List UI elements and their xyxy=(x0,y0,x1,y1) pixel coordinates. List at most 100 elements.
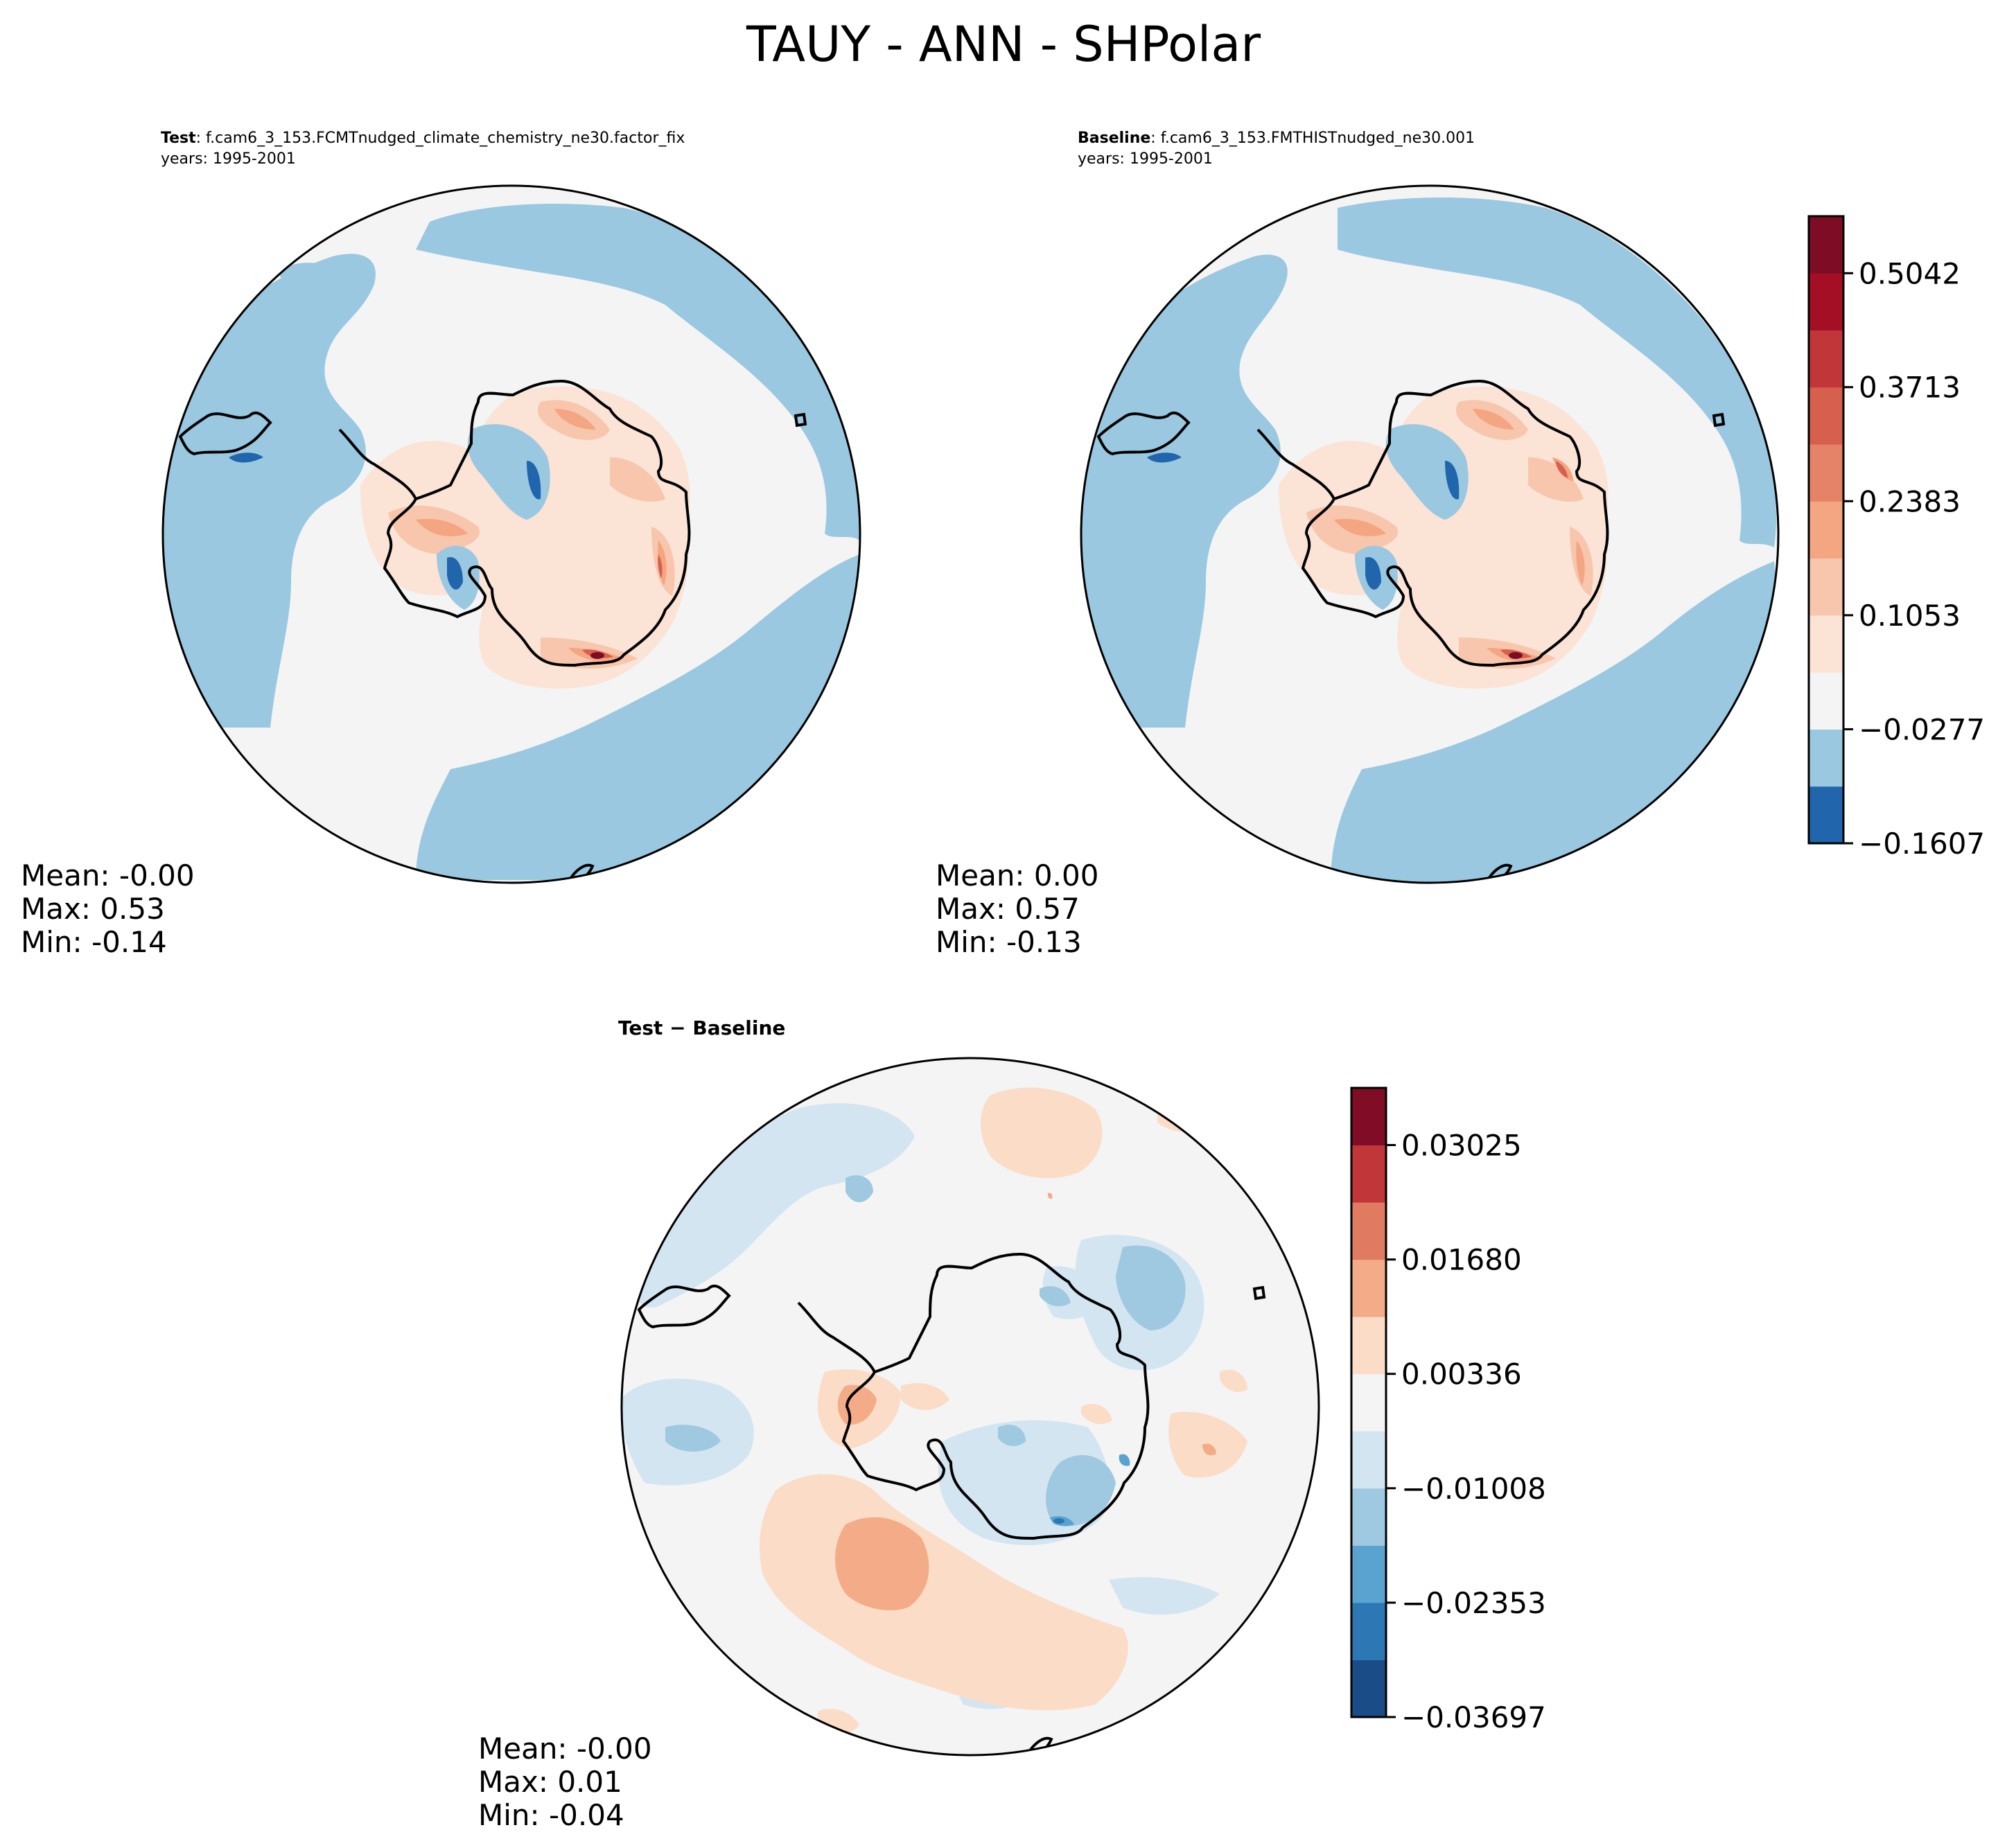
test-coastline-south-america xyxy=(178,411,272,456)
diff-blue-cell-1 xyxy=(1116,1245,1186,1330)
baseline-panel-title: Baseline: f.cam6_3_153.FMTHISTnudged_ne3… xyxy=(1078,130,1475,147)
test-years: years: 1995-2001 xyxy=(161,150,296,168)
diff-panel: Test − Baseline xyxy=(478,1017,1320,1832)
colorbar-main-tick-label: −0.0277 xyxy=(1859,712,1985,746)
colorbar-main-tick-label: 0.2383 xyxy=(1859,484,1961,518)
colorbar-main-swatch xyxy=(1809,444,1843,502)
baseline-stats-mean: Mean: 0.00 xyxy=(936,859,1098,892)
colorbar-main-swatch xyxy=(1809,216,1843,274)
colorbar-diff-swatch xyxy=(1351,1373,1386,1432)
colorbar-main-swatch xyxy=(1809,615,1843,673)
colorbar-main-swatch xyxy=(1809,387,1843,445)
test-map-border xyxy=(161,184,861,884)
diff-panel-title: Test − Baseline xyxy=(618,1017,785,1039)
test-blue-min-5 xyxy=(229,452,263,463)
test-blue-region-east xyxy=(416,204,860,540)
colorbar-diff-swatch xyxy=(1351,1602,1386,1660)
diff-coastline-south-america xyxy=(637,1284,731,1329)
diff-orange-core-3 xyxy=(1202,1443,1216,1456)
diff-map xyxy=(622,1058,1319,1755)
baseline-stats-min: Min: -0.13 xyxy=(936,925,1082,959)
baseline-red-region-1 xyxy=(1279,386,1609,689)
figure-title: TAUY - ANN - SHPolar xyxy=(746,16,1261,73)
baseline-label-bold: Baseline xyxy=(1078,130,1150,147)
diff-stats-mean: Mean: -0.00 xyxy=(478,1732,652,1766)
colorbar-diff-tick-label: −0.03697 xyxy=(1401,1700,1546,1734)
colorbar-main: 0.5042 0.3713 0.2383 0.1053 −0.0277 −0.1607 xyxy=(1807,215,1985,861)
colorbar-diff-tick-label: 0.03025 xyxy=(1401,1129,1522,1163)
test-panel: Test: f.cam6_3_153.FCMTnudged_climate_ch… xyxy=(21,130,861,959)
colorbar-main-tick-label: −0.1607 xyxy=(1859,827,1985,861)
test-blue-min-3 xyxy=(527,461,541,500)
colorbar-diff-swatch xyxy=(1351,1431,1386,1489)
colorbar-main-swatch xyxy=(1809,558,1843,616)
test-label-rest: : f.cam6_3_153.FCMTnudged_climate_chemis… xyxy=(196,130,685,147)
colorbar-main-tick-label: 0.3713 xyxy=(1859,371,1961,405)
test-stats-max: Max: 0.53 xyxy=(21,892,165,926)
baseline-red-peak xyxy=(1509,652,1523,659)
diff-blue-patch-1 xyxy=(624,1103,915,1308)
diff-blue-cell-6 xyxy=(1040,1286,1071,1307)
colorbar-diff-swatch xyxy=(1351,1660,1386,1718)
colorbar-diff-frame xyxy=(1350,1086,1387,1718)
baseline-coastline-island xyxy=(1712,412,1726,428)
colorbar-diff-tick-label: 0.00336 xyxy=(1401,1357,1522,1391)
baseline-blue-min-3 xyxy=(1445,461,1460,500)
colorbar-main-frame xyxy=(1807,215,1845,845)
baseline-map-border xyxy=(1080,184,1780,884)
diff-blue-cell-2 xyxy=(1046,1455,1116,1526)
diff-stats-min: Min: -0.04 xyxy=(478,1798,624,1832)
colorbar-diff: 0.03025 0.01680 0.00336 −0.01008 −0.02353 −0.… xyxy=(1350,1086,1546,1734)
baseline-coastline-south-america xyxy=(1096,411,1191,456)
colorbar-diff-swatch xyxy=(1351,1488,1386,1546)
colorbar-main-tick-label: 0.5042 xyxy=(1859,256,1961,290)
test-panel-title: Test: f.cam6_3_153.FCMTnudged_climate_ch… xyxy=(161,130,685,147)
test-red-region-1 xyxy=(360,386,690,689)
diff-orange-core-4 xyxy=(1047,1193,1053,1199)
baseline-label-rest: : f.cam6_3_153.FMTHISTnudged_ne30.001 xyxy=(1150,130,1475,147)
diff-blue-patch-6 xyxy=(1109,1577,1220,1615)
colorbar-main-swatch xyxy=(1809,786,1843,844)
test-red-peak xyxy=(590,652,604,659)
diff-orange-patch-7 xyxy=(1081,1404,1112,1425)
colorbar-main-tick-label: 0.1053 xyxy=(1859,599,1961,633)
test-stats-min: Min: -0.14 xyxy=(21,925,167,959)
baseline-blue-min-4 xyxy=(1365,557,1381,590)
diff-orange-core-1 xyxy=(835,1517,929,1610)
diff-blue-min-2 xyxy=(1119,1454,1130,1466)
colorbar-diff-tick-label: −0.02353 xyxy=(1401,1586,1546,1620)
colorbar-main-swatch xyxy=(1809,729,1843,787)
diff-blue-cell-5 xyxy=(998,1425,1026,1446)
colorbar-diff-swatch xyxy=(1351,1317,1386,1375)
test-blue-region-west xyxy=(163,254,376,728)
test-label-bold: Test xyxy=(161,130,196,147)
baseline-coastline-antarctica xyxy=(1256,379,1609,667)
diff-blue-cell-4 xyxy=(665,1425,721,1452)
colorbar-diff-swatch xyxy=(1351,1259,1386,1317)
colorbar-diff-tick-label: 0.01680 xyxy=(1401,1243,1522,1277)
test-map xyxy=(163,186,860,883)
diff-orange-patch-6 xyxy=(901,1383,949,1410)
diff-coastline-antarctica xyxy=(797,1252,1150,1540)
baseline-years: years: 1995-2001 xyxy=(1078,150,1213,168)
colorbar-main-swatch xyxy=(1809,672,1843,730)
test-stats-mean: Mean: -0.00 xyxy=(21,859,195,892)
colorbar-diff-swatch xyxy=(1351,1202,1386,1260)
colorbar-diff-swatch xyxy=(1351,1545,1386,1603)
baseline-stats-max: Max: 0.57 xyxy=(936,892,1080,926)
colorbar-main-swatch xyxy=(1809,330,1843,388)
colorbar-diff-swatch xyxy=(1351,1088,1386,1146)
diff-stats-max: Max: 0.01 xyxy=(478,1765,622,1799)
test-blue-region-north xyxy=(277,263,353,301)
test-blue-min-1 xyxy=(467,424,550,520)
diff-map-border xyxy=(620,1057,1320,1757)
colorbar-diff-swatch xyxy=(1351,1145,1386,1203)
baseline-blue-min-1 xyxy=(1385,424,1469,520)
baseline-panel: Baseline: f.cam6_3_153.FMTHISTnudged_ne3… xyxy=(936,130,1780,959)
colorbar-diff-tick-label: −0.01008 xyxy=(1401,1472,1546,1506)
baseline-blue-region-west xyxy=(1081,254,1288,728)
diff-orange-patch-2 xyxy=(981,1087,1103,1179)
diff-orange-core-2 xyxy=(837,1384,877,1425)
diff-orange-patch-9 xyxy=(1220,1369,1247,1393)
diff-coastline-island xyxy=(1252,1285,1266,1301)
